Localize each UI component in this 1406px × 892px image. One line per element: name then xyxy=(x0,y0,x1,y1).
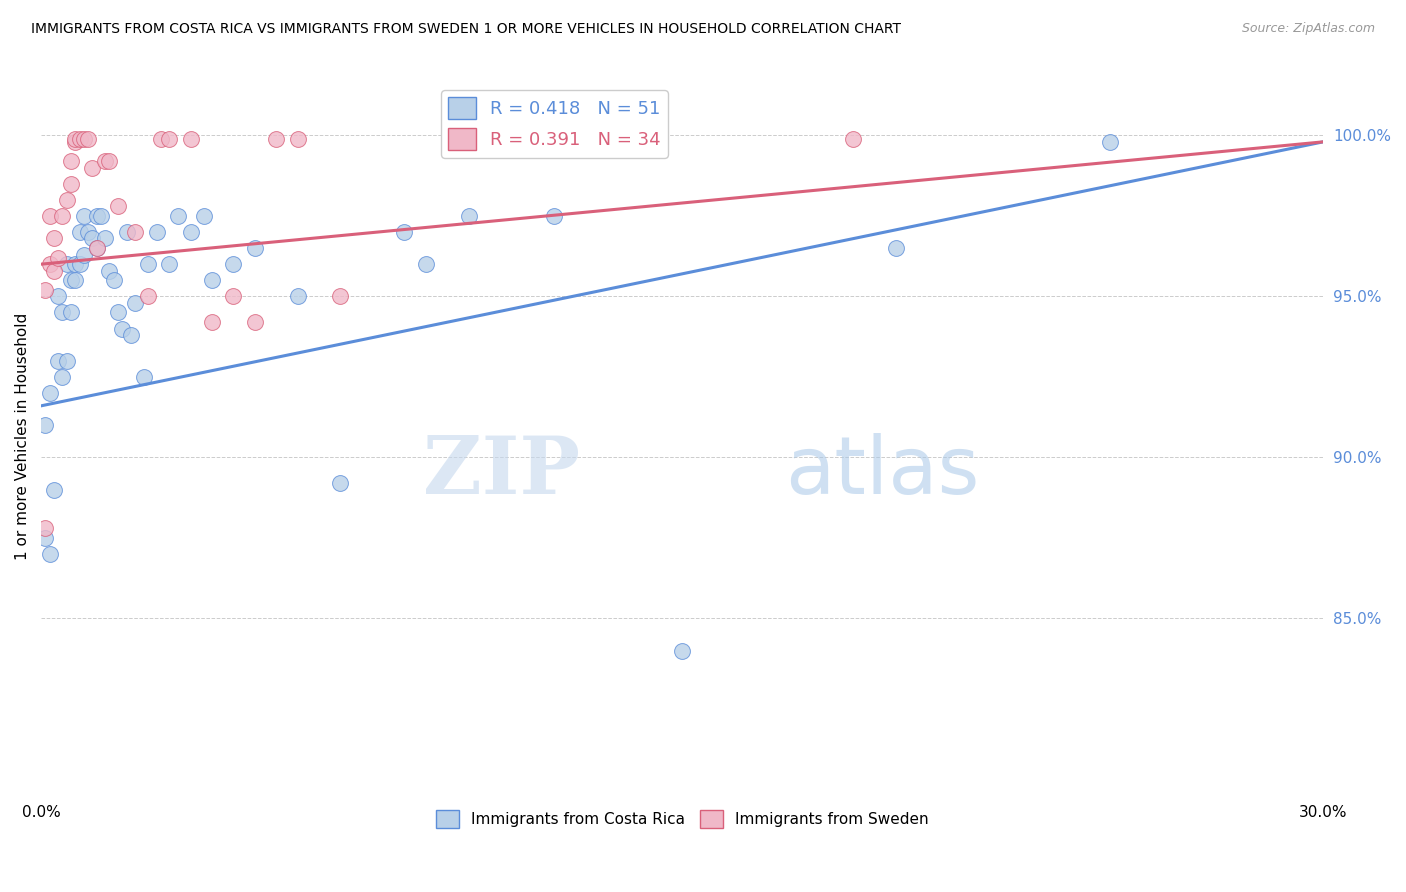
Point xyxy=(38,257,60,271)
Point xyxy=(60,305,83,319)
Point xyxy=(86,241,108,255)
Point xyxy=(73,209,96,223)
Point xyxy=(132,369,155,384)
Point xyxy=(38,209,60,223)
Point xyxy=(69,225,91,239)
Point xyxy=(38,547,60,561)
Point xyxy=(884,241,907,255)
Point xyxy=(38,386,60,401)
Point xyxy=(55,257,77,271)
Point xyxy=(86,241,108,255)
Point xyxy=(243,241,266,255)
Point xyxy=(124,225,146,239)
Point xyxy=(82,161,104,175)
Point xyxy=(60,154,83,169)
Point xyxy=(69,131,91,145)
Point xyxy=(111,321,134,335)
Point xyxy=(90,209,112,223)
Point xyxy=(222,289,245,303)
Point xyxy=(65,273,87,287)
Text: ZIP: ZIP xyxy=(423,434,579,511)
Point xyxy=(34,418,56,433)
Point xyxy=(98,154,121,169)
Point xyxy=(98,263,121,277)
Point xyxy=(543,131,565,145)
Point xyxy=(157,131,180,145)
Legend: Immigrants from Costa Rica, Immigrants from Sweden: Immigrants from Costa Rica, Immigrants f… xyxy=(429,804,935,834)
Point xyxy=(243,315,266,329)
Text: Source: ZipAtlas.com: Source: ZipAtlas.com xyxy=(1241,22,1375,36)
Point xyxy=(77,131,100,145)
Point xyxy=(136,257,159,271)
Point xyxy=(394,225,416,239)
Point xyxy=(55,193,77,207)
Point xyxy=(69,257,91,271)
Point xyxy=(82,231,104,245)
Point xyxy=(457,209,479,223)
Point xyxy=(193,209,215,223)
Point xyxy=(264,131,287,145)
Point xyxy=(543,209,565,223)
Point xyxy=(415,257,437,271)
Point xyxy=(145,225,167,239)
Point xyxy=(65,135,87,149)
Point xyxy=(149,131,172,145)
Text: IMMIGRANTS FROM COSTA RICA VS IMMIGRANTS FROM SWEDEN 1 OR MORE VEHICLES IN HOUSE: IMMIGRANTS FROM COSTA RICA VS IMMIGRANTS… xyxy=(31,22,901,37)
Point xyxy=(34,521,56,535)
Text: atlas: atlas xyxy=(785,434,979,511)
Point xyxy=(46,251,69,265)
Point xyxy=(842,131,865,145)
Point xyxy=(73,247,96,261)
Point xyxy=(94,154,117,169)
Point xyxy=(107,305,129,319)
Point xyxy=(34,283,56,297)
Point xyxy=(1098,135,1121,149)
Point xyxy=(287,289,309,303)
Point xyxy=(201,273,224,287)
Point xyxy=(222,257,245,271)
Point xyxy=(42,483,65,497)
Point xyxy=(103,273,125,287)
Point xyxy=(94,231,117,245)
Point xyxy=(73,131,96,145)
Point xyxy=(107,199,129,213)
Point xyxy=(167,209,190,223)
Point xyxy=(51,209,73,223)
Point xyxy=(42,263,65,277)
Point xyxy=(115,225,138,239)
Point xyxy=(180,225,202,239)
Point xyxy=(60,177,83,191)
Point xyxy=(136,289,159,303)
Point xyxy=(51,369,73,384)
Point xyxy=(329,476,352,491)
Point xyxy=(287,131,309,145)
Point xyxy=(55,353,77,368)
Point xyxy=(329,289,352,303)
Point xyxy=(34,531,56,545)
Point xyxy=(671,643,693,657)
Point xyxy=(124,295,146,310)
Point xyxy=(65,257,87,271)
Point xyxy=(46,289,69,303)
Point xyxy=(42,231,65,245)
Point xyxy=(51,305,73,319)
Point xyxy=(120,328,142,343)
Point xyxy=(86,209,108,223)
Point xyxy=(77,225,100,239)
Point xyxy=(201,315,224,329)
Point xyxy=(65,131,87,145)
Point xyxy=(60,273,83,287)
Point xyxy=(157,257,180,271)
Point xyxy=(180,131,202,145)
Point xyxy=(46,353,69,368)
Y-axis label: 1 or more Vehicles in Household: 1 or more Vehicles in Household xyxy=(15,313,30,560)
